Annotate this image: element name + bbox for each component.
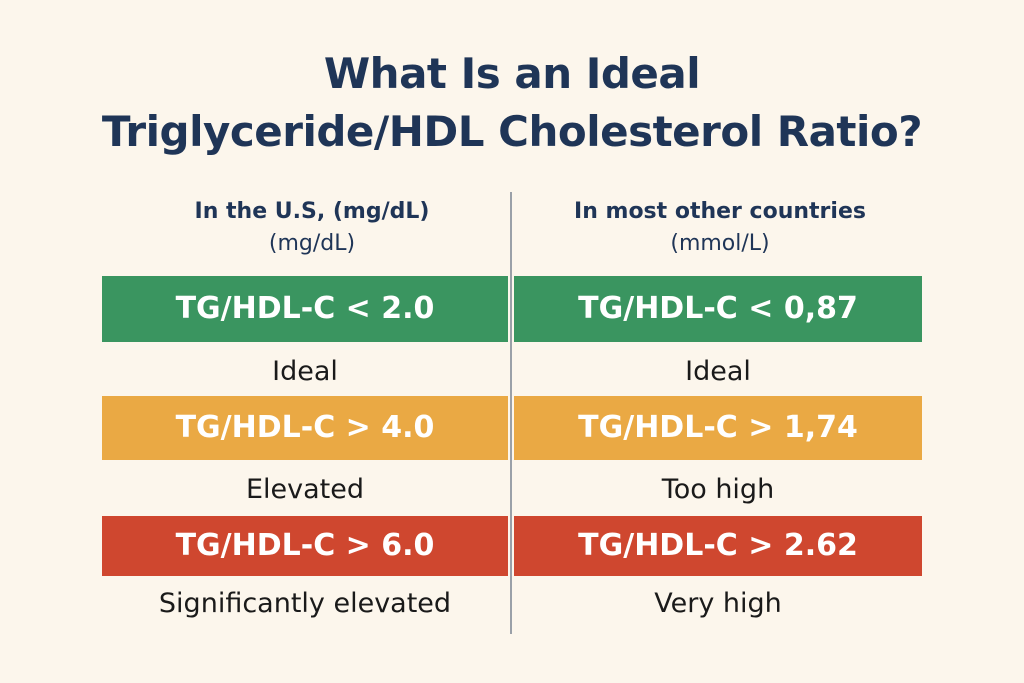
us-elevated-threshold: TG/HDL-C > 4.0 [102, 396, 508, 460]
other-elevated-threshold: TG/HDL-C > 1,74 [514, 396, 922, 460]
page-title-line-1: What Is an Ideal [323, 49, 701, 98]
us-elevated-label: Elevated [245, 474, 365, 505]
other-high-threshold: TG/HDL-C > 2.62 [514, 516, 922, 576]
other-ideal-label: Ideal [685, 356, 751, 387]
other-high-label: Very high [654, 588, 782, 619]
us-column-header: In the U.S, (mg/dL) (mg/dL) [112, 196, 512, 260]
other-column-header: In most other countries (mmol/L) [520, 196, 920, 260]
other-column-unit: (mmol/L) [670, 231, 770, 256]
column-divider [510, 192, 512, 634]
us-ideal-label: Ideal [272, 356, 338, 387]
us-ideal-threshold: TG/HDL-C < 2.0 [102, 276, 508, 342]
us-column-unit: (mg/dL) [268, 231, 356, 256]
us-high-threshold: TG/HDL-C > 6.0 [102, 516, 508, 576]
page-title-line-2: Triglyceride/HDL Cholesterol Ratio? [101, 107, 923, 156]
other-elevated-label: Too high [661, 474, 775, 505]
us-column-heading: In the U.S, (mg/dL) [194, 199, 430, 224]
us-high-label: Significantly elevated [158, 588, 452, 619]
other-ideal-threshold: TG/HDL-C < 0,87 [514, 276, 922, 342]
other-column-heading: In most other countries [574, 199, 866, 224]
